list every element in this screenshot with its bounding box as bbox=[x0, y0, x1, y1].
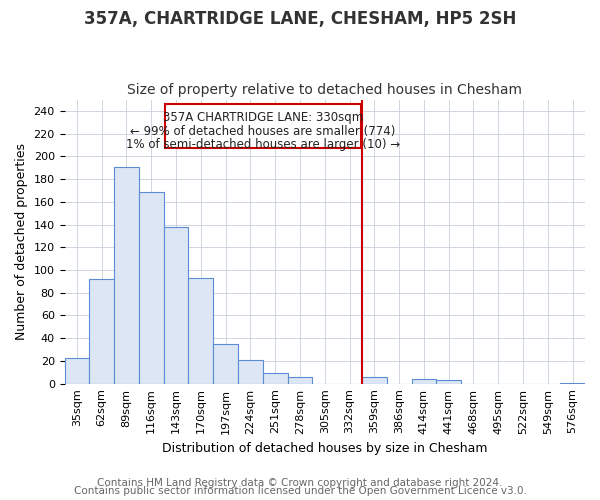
FancyBboxPatch shape bbox=[165, 104, 361, 148]
Text: Contains public sector information licensed under the Open Government Licence v3: Contains public sector information licen… bbox=[74, 486, 526, 496]
Bar bbox=[89, 279, 114, 384]
Text: 357A CHARTRIDGE LANE: 330sqm: 357A CHARTRIDGE LANE: 330sqm bbox=[163, 111, 363, 124]
Bar bbox=[263, 374, 287, 384]
Bar bbox=[287, 377, 313, 384]
Bar bbox=[436, 380, 461, 384]
Text: Contains HM Land Registry data © Crown copyright and database right 2024.: Contains HM Land Registry data © Crown c… bbox=[97, 478, 503, 488]
Bar bbox=[213, 344, 238, 384]
Text: ← 99% of detached houses are smaller (774): ← 99% of detached houses are smaller (77… bbox=[130, 124, 396, 138]
Bar bbox=[188, 278, 213, 384]
Bar bbox=[238, 360, 263, 384]
Bar bbox=[560, 382, 585, 384]
Text: 357A, CHARTRIDGE LANE, CHESHAM, HP5 2SH: 357A, CHARTRIDGE LANE, CHESHAM, HP5 2SH bbox=[84, 10, 516, 28]
Bar bbox=[164, 227, 188, 384]
Bar bbox=[139, 192, 164, 384]
Text: 1% of semi-detached houses are larger (10) →: 1% of semi-detached houses are larger (1… bbox=[126, 138, 400, 151]
Bar bbox=[65, 358, 89, 384]
Bar bbox=[362, 377, 387, 384]
Bar bbox=[412, 379, 436, 384]
Bar bbox=[114, 166, 139, 384]
X-axis label: Distribution of detached houses by size in Chesham: Distribution of detached houses by size … bbox=[162, 442, 488, 455]
Y-axis label: Number of detached properties: Number of detached properties bbox=[15, 143, 28, 340]
Title: Size of property relative to detached houses in Chesham: Size of property relative to detached ho… bbox=[127, 83, 522, 97]
